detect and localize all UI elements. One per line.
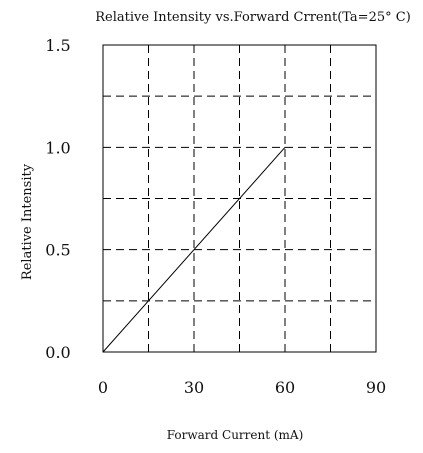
- x-tick-labels: 0 30 60 90: [98, 378, 386, 397]
- x-tick-label: 60: [275, 378, 295, 397]
- y-tick-label: 1.0: [45, 138, 70, 157]
- x-tick-label: 90: [366, 378, 386, 397]
- y-tick-label: 0.0: [45, 343, 70, 362]
- y-tick-label: 1.5: [45, 36, 70, 55]
- y-tick-labels: 0.0 0.5 1.0 1.5: [45, 36, 70, 362]
- chart-title: Relative Intensity vs.Forward Crrent(Ta=…: [95, 10, 411, 25]
- x-axis-label: Forward Current (mA): [167, 428, 304, 442]
- series-line: [102, 147, 286, 353]
- y-axis-label: Relative Intensity: [20, 163, 35, 280]
- series-layer: [102, 147, 286, 353]
- plot-area: [102, 44, 377, 353]
- x-tick-label: 30: [184, 378, 204, 397]
- x-tick-label: 0: [98, 378, 108, 397]
- plot-frame: [102, 44, 377, 353]
- y-tick-label: 0.5: [45, 241, 70, 260]
